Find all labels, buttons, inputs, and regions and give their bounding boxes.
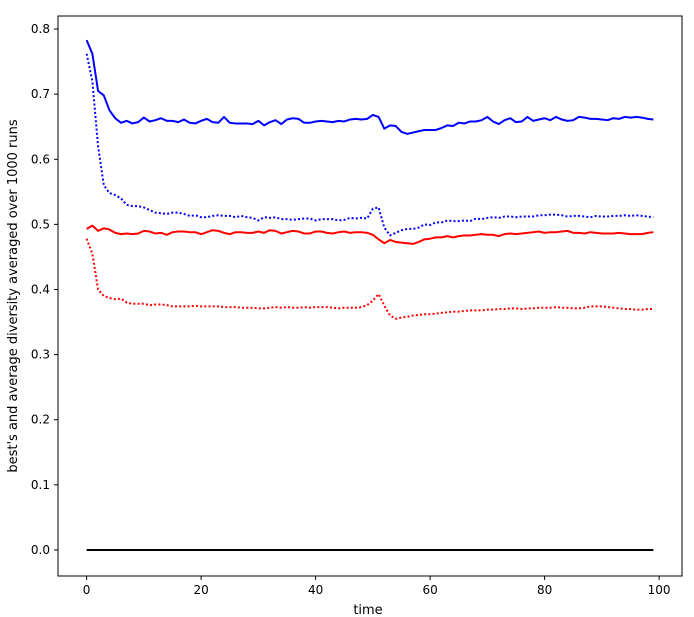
series-line-1-solid: [85, 39, 654, 135]
y-tick-label: 0.7: [31, 87, 50, 101]
y-axis-label: best's and average diversity averaged ov…: [6, 119, 21, 473]
x-tick-label: 0: [83, 583, 91, 597]
x-axis-label: time: [353, 603, 382, 617]
y-tick-label: 0.4: [31, 282, 50, 296]
y-tick-label: 0.3: [31, 348, 50, 362]
y-tick-label: 0.6: [31, 152, 50, 166]
y-tick-label: 0.1: [31, 478, 50, 492]
y-tick-label: 0.2: [31, 413, 50, 427]
series-line-3-solid: [86, 224, 654, 245]
x-axis: 0 20 40 60 80 100: [83, 576, 671, 597]
series-line-4-dotted: [85, 238, 654, 320]
series-line-2-dotted: [85, 53, 654, 237]
x-tick-label: 40: [308, 583, 323, 597]
y-tick-label: 0.5: [31, 217, 50, 231]
x-tick-label: 20: [193, 583, 208, 597]
x-tick-label: 60: [422, 583, 437, 597]
y-tick-label: 0.0: [31, 543, 50, 557]
y-tick-label: 0.8: [31, 22, 50, 36]
x-tick-label: 100: [648, 583, 671, 597]
y-axis: 0.0 0.1 0.2 0.3 0.4 0.5 0.6 0.7 0.8: [31, 22, 58, 557]
series-layer: [85, 39, 654, 551]
plot-frame: [57, 15, 683, 577]
x-tick-label: 80: [537, 583, 552, 597]
